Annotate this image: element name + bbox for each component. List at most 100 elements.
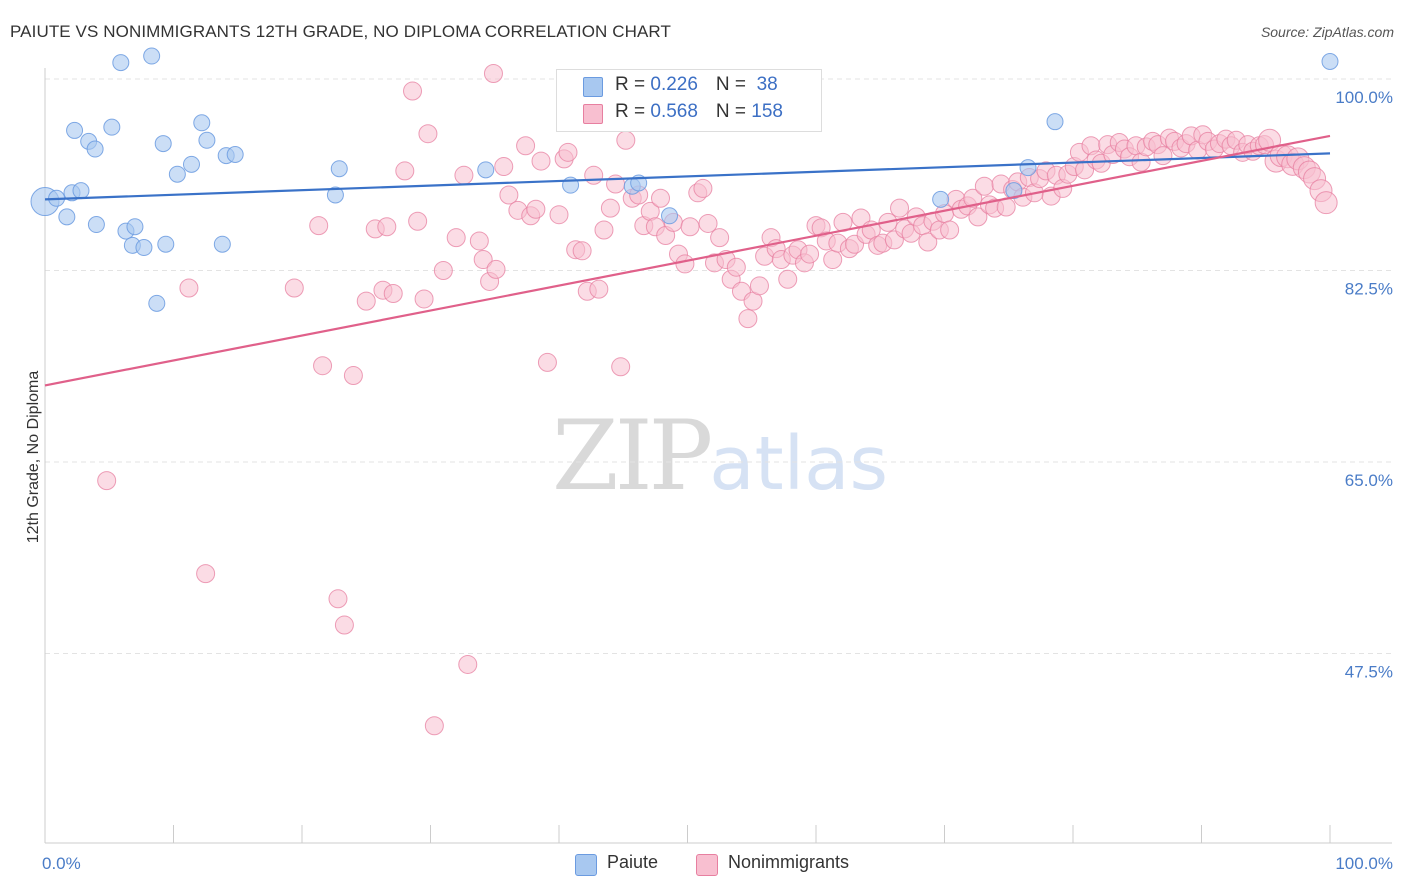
paiute-point-37 (1321, 52, 1339, 70)
nonimmigrants-point-17 (414, 289, 434, 309)
paiute-point-8 (87, 216, 105, 234)
legend-row-paiute: R = 0.226 N = 38 (583, 74, 778, 162)
paiute-point-18 (157, 235, 175, 253)
legend-text-nonimmigrants: R = 0.568 N = 158 (615, 101, 783, 123)
stats-legend: R = 0.226 N = 38 R = 0.568 N = 158 (556, 69, 822, 132)
legend-r-label: R = (615, 74, 651, 95)
series-swatch-paiute (575, 854, 597, 876)
nonimmigrants-point-32 (516, 136, 536, 156)
nonimmigrants-point-48 (611, 357, 631, 377)
axes (44, 68, 1392, 844)
paiute-point-10 (112, 54, 130, 72)
nonimmigrants-point-5 (313, 356, 333, 376)
y-tick-label-1: 82.5% (1345, 280, 1393, 299)
nonimmigrants-point-25 (473, 250, 493, 270)
nonimmigrants-point-27 (483, 64, 503, 84)
paiute-point-36 (1046, 113, 1064, 131)
nonimmigrants-point-173 (1314, 191, 1338, 215)
nonimmigrants-point-37 (549, 205, 569, 225)
nonimmigrants-point-29 (494, 157, 514, 177)
nonimmigrants-point-9 (356, 291, 376, 311)
legend-swatch-nonimmigrants (583, 104, 603, 124)
series-legend: Paiute Nonimmigrants (0, 852, 1406, 876)
watermark-atlas: atlas (709, 421, 889, 507)
nonimmigrants-point-44 (589, 279, 609, 299)
axis-labels: 100.0% 82.5% 65.0% 47.5% 0.0% 100.0% 12th Grad… (25, 88, 1393, 873)
paiute-point-21 (193, 114, 211, 132)
legend-n-value: 38 (751, 74, 778, 95)
y-tick-label-2: 65.0% (1345, 471, 1393, 490)
watermark-zip: ZIP (552, 400, 713, 512)
legend-r-value: 0.226 (650, 74, 698, 95)
nonimmigrants-point-28 (486, 259, 506, 279)
nonimmigrants-point-110 (963, 188, 983, 208)
paiute-point-23 (213, 235, 231, 253)
nonimmigrants-point-22 (454, 165, 474, 185)
y-tick-label-3: 47.5% (1345, 663, 1393, 682)
nonimmigrants-point-81 (800, 244, 820, 264)
nonimmigrants-point-14 (395, 161, 415, 181)
nonimmigrants-point-65 (710, 228, 730, 248)
legend-swatch-paiute (583, 77, 603, 97)
paiute-point-9 (103, 118, 121, 136)
nonimmigrants-point-62 (693, 178, 713, 198)
nonimmigrants-point-36 (537, 352, 557, 372)
nonimmigrants-point-59 (675, 254, 695, 274)
paiute-point-17 (154, 135, 172, 153)
nonimmigrants-point-6 (328, 589, 348, 609)
nonimmigrants-point-102 (918, 232, 938, 252)
series-swatch-nonimmigrants (696, 854, 718, 876)
y-tick-label-0: 100.0% (1335, 88, 1393, 107)
nonimmigrants-point-0 (97, 471, 117, 491)
nonimmigrants-point-60 (680, 217, 700, 237)
legend-text-paiute: R = 0.226 N = 38 (615, 74, 778, 96)
x-tick-label-0: 0.0% (42, 854, 81, 873)
nonimmigrants-point-63 (698, 213, 718, 233)
nonimmigrants-point-55 (651, 188, 671, 208)
nonimmigrants-point-13 (383, 283, 403, 303)
legend-n-value: 158 (751, 101, 783, 122)
legend-r-label: R = (615, 101, 651, 122)
nonimmigrants-point-97 (890, 198, 910, 218)
nonimmigrants-point-34 (526, 199, 546, 219)
nonimmigrants-point-45 (594, 220, 614, 240)
nonimmigrants-point-35 (531, 151, 551, 171)
nonimmigrants-point-15 (403, 81, 423, 101)
paiute-point-26 (326, 186, 344, 204)
nonimmigrants-point-106 (940, 220, 960, 240)
legend-row-nonimmigrants: R = 0.568 N = 158 (583, 101, 783, 189)
legend-n-label: N = (715, 74, 752, 95)
paiute-point-7 (86, 140, 104, 158)
paiute-point-20 (182, 155, 200, 173)
nonimmigrants-point-144 (1153, 146, 1173, 166)
trend-lines (44, 134, 1331, 387)
nonimmigrants-point-12 (377, 217, 397, 237)
watermark: ZIPatlas (552, 400, 888, 512)
nonimmigrants-point-39 (558, 142, 578, 162)
paiute-point-22 (198, 131, 216, 149)
legend-r-value: 0.568 (650, 101, 698, 122)
nonimmigrants-point-41 (572, 241, 592, 261)
nonimmigrants-point-68 (726, 257, 746, 277)
paiute-point-4 (66, 121, 84, 139)
nonimmigrants-point-3 (284, 278, 304, 298)
nonimmigrants-points (97, 64, 1338, 736)
paiute-point-35 (1019, 159, 1037, 177)
grid-lines (45, 78, 1392, 654)
paiute-point-28 (477, 161, 495, 179)
nonimmigrants-point-2 (196, 564, 216, 584)
nonimmigrants-point-23 (458, 654, 478, 674)
nonimmigrants-point-18 (418, 124, 438, 144)
nonimmigrants-point-85 (823, 250, 843, 270)
paiute-points (30, 47, 1339, 312)
source-credit: Source: ZipAtlas.com (1260, 24, 1394, 40)
paiute-point-32 (661, 207, 679, 225)
paiute-trend-line (44, 152, 1331, 201)
nonimmigrants-point-111 (968, 207, 988, 227)
nonimmigrants-point-21 (446, 228, 466, 248)
nonimmigrants-point-77 (778, 269, 798, 289)
paiute-point-16 (148, 294, 166, 312)
paiute-point-19 (168, 165, 186, 183)
nonimmigrants-point-72 (749, 276, 769, 296)
